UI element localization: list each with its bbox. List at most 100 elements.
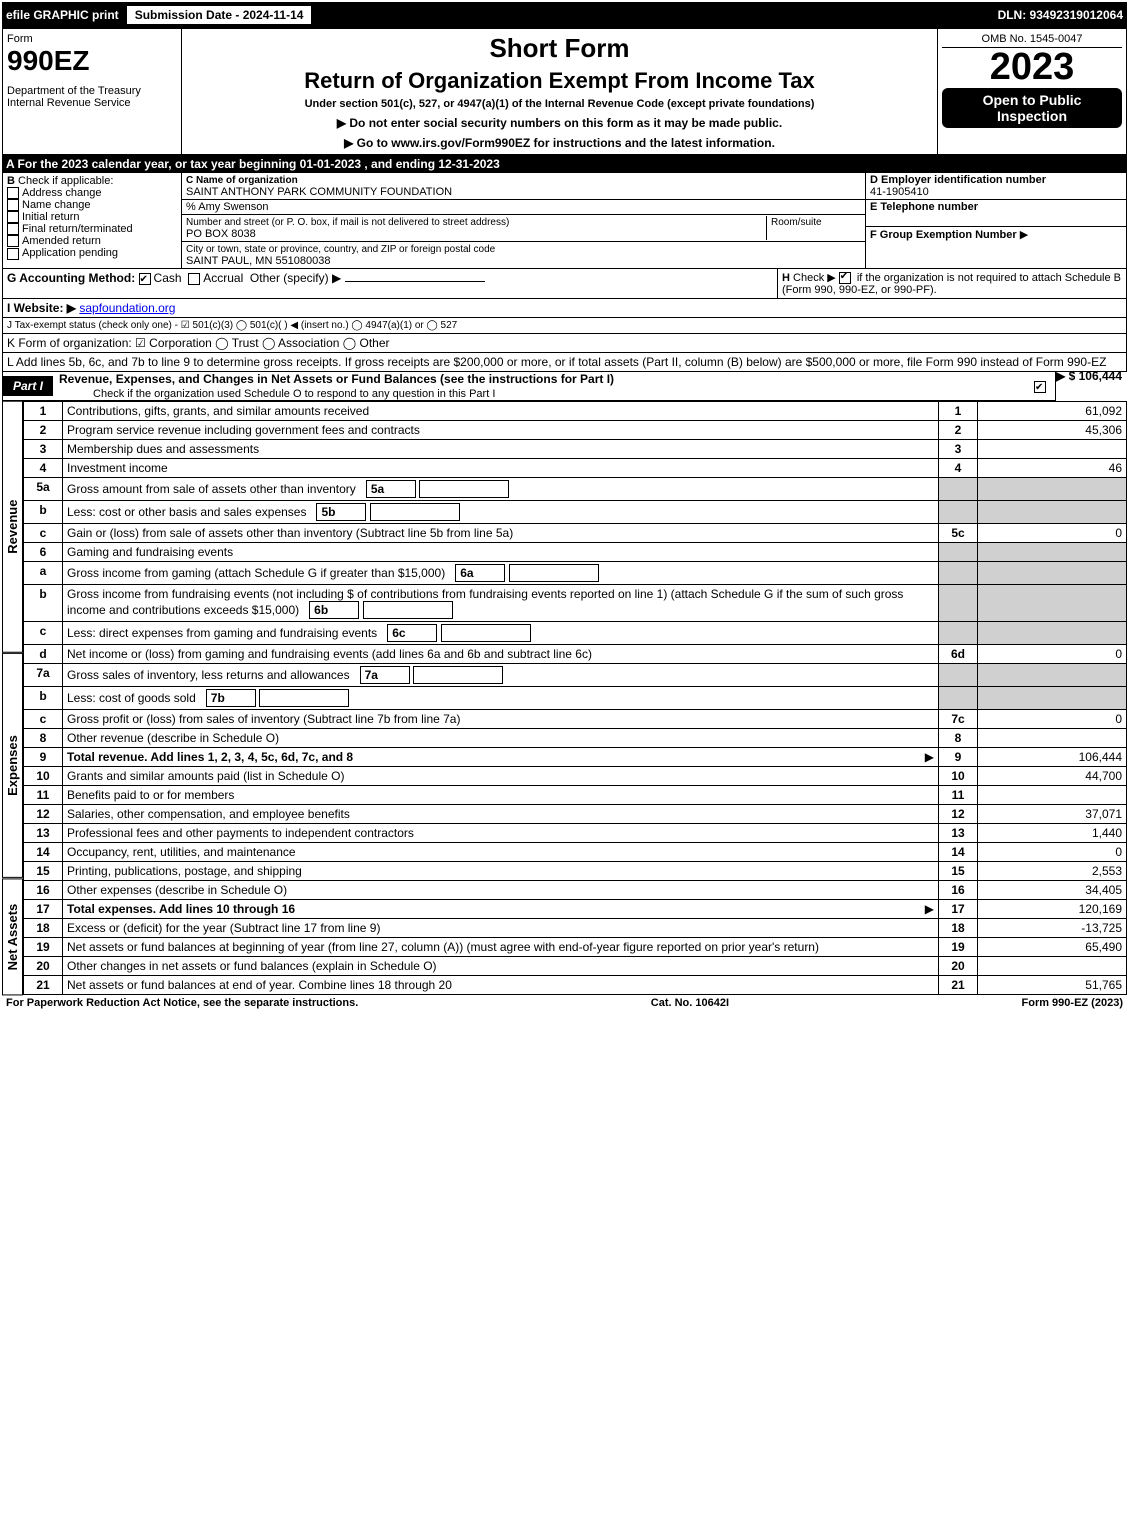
row-13: 13Professional fees and other payments t… (24, 824, 1127, 843)
cb-initial-return[interactable] (7, 211, 19, 223)
cb-final-return[interactable] (7, 223, 19, 235)
row-1: 1Contributions, gifts, grants, and simil… (24, 402, 1127, 421)
row-12: 12Salaries, other compensation, and empl… (24, 805, 1127, 824)
i-label: I Website: ▶ (7, 301, 76, 315)
tax-year: 2023 (942, 48, 1122, 86)
form-number: 990EZ (7, 45, 177, 77)
row-6a: aGross income from gaming (attach Schedu… (24, 562, 1127, 585)
section-d: D Employer identification number 41-1905… (866, 173, 1126, 268)
b-label: B (7, 175, 15, 187)
city-label: City or town, state or province, country… (186, 244, 495, 255)
cb-app-pending[interactable] (7, 248, 19, 260)
row-4: 4Investment income446 (24, 459, 1127, 478)
efile-label: efile GRAPHIC print (6, 8, 119, 22)
row-19: 19Net assets or fund balances at beginni… (24, 938, 1127, 957)
k-row: K Form of organization: ☑ Corporation ◯ … (2, 334, 1127, 353)
d-label: D Employer identification number (870, 174, 1046, 186)
row-11: 11Benefits paid to or for members11 (24, 786, 1127, 805)
cb-schedule-o[interactable] (1034, 381, 1046, 393)
part1-title: Revenue, Expenses, and Changes in Net As… (53, 372, 614, 386)
care-of: % Amy Swenson (186, 201, 269, 213)
group-netassets: Net Assets (2, 878, 23, 995)
l-text: L Add lines 5b, 6c, and 7b to line 9 to … (7, 355, 1106, 369)
row-6: 6Gaming and fundraising events (24, 543, 1127, 562)
dln-label: DLN: 93492319012064 (998, 8, 1123, 22)
dept-treasury: Department of the Treasury (7, 85, 177, 97)
row-2: 2Program service revenue including gover… (24, 421, 1127, 440)
row-6b: bGross income from fundraising events (n… (24, 585, 1127, 622)
return-title: Return of Organization Exempt From Incom… (186, 68, 933, 94)
l-row: L Add lines 5b, 6c, and 7b to line 9 to … (2, 353, 1127, 372)
lbl-name-change: Name change (22, 199, 91, 211)
h-label: H (782, 272, 790, 284)
goto-line[interactable]: ▶ Go to www.irs.gov/Form990EZ for instru… (186, 136, 933, 150)
b-check-if: Check if applicable: (18, 175, 113, 187)
lbl-app-pending: Application pending (22, 247, 118, 259)
group-expenses: Expenses (2, 653, 23, 878)
footer-mid: Cat. No. 10642I (651, 997, 729, 1009)
row-3: 3Membership dues and assessments3 (24, 440, 1127, 459)
lbl-other-method: Other (specify) ▶ (250, 271, 341, 285)
section-c: C Name of organization SAINT ANTHONY PAR… (182, 173, 866, 268)
row-10: 10Grants and similar amounts paid (list … (24, 767, 1127, 786)
lines-table: 1Contributions, gifts, grants, and simil… (23, 401, 1127, 995)
row-5a: 5aGross amount from sale of assets other… (24, 478, 1127, 501)
lbl-cash: Cash (154, 271, 182, 285)
lbl-final-return: Final return/terminated (22, 223, 133, 235)
e-label: E Telephone number (870, 201, 978, 213)
lbl-amended-return: Amended return (22, 235, 101, 247)
row-7a: 7aGross sales of inventory, less returns… (24, 664, 1127, 687)
section-b: B Check if applicable: Address change Na… (3, 173, 182, 268)
street-label: Number and street (or P. O. box, if mail… (186, 217, 509, 228)
group-revenue: Revenue (2, 401, 23, 653)
room-label: Room/suite (771, 217, 822, 228)
form-word: Form (7, 33, 177, 45)
street-value: PO BOX 8038 (186, 228, 256, 240)
row-7b: bLess: cost of goods sold 7b (24, 687, 1127, 710)
row-18: 18Excess or (deficit) for the year (Subt… (24, 919, 1127, 938)
entity-block: B Check if applicable: Address change Na… (2, 173, 1127, 269)
row-6c: cLess: direct expenses from gaming and f… (24, 622, 1127, 645)
top-bar: efile GRAPHIC print Submission Date - 20… (2, 2, 1127, 28)
part1-header: Part I Revenue, Expenses, and Changes in… (2, 372, 1056, 401)
cb-address-change[interactable] (7, 187, 19, 199)
row-15: 15Printing, publications, postage, and s… (24, 862, 1127, 881)
cb-cash[interactable] (139, 273, 151, 285)
row-17: 17Total expenses. Add lines 10 through 1… (24, 900, 1127, 919)
row-21: 21Net assets or fund balances at end of … (24, 976, 1127, 995)
g-h-row: G Accounting Method: Cash Accrual Other … (2, 269, 1127, 299)
org-name: SAINT ANTHONY PARK COMMUNITY FOUNDATION (186, 186, 452, 198)
irs-label: Internal Revenue Service (7, 97, 177, 109)
row-6d: dNet income or (loss) from gaming and fu… (24, 645, 1127, 664)
row-20: 20Other changes in net assets or fund ba… (24, 957, 1127, 976)
under-section: Under section 501(c), 527, or 4947(a)(1)… (186, 98, 933, 110)
row-9: 9Total revenue. Add lines 1, 2, 3, 4, 5c… (24, 748, 1127, 767)
row-5c: cGain or (loss) from sale of assets othe… (24, 524, 1127, 543)
cb-accrual[interactable] (188, 273, 200, 285)
cb-amended-return[interactable] (7, 235, 19, 247)
row-7c: cGross profit or (loss) from sales of in… (24, 710, 1127, 729)
i-row: I Website: ▶ sapfoundation.org (2, 299, 1127, 318)
cb-schedule-b[interactable] (839, 272, 851, 284)
page-footer: For Paperwork Reduction Act Notice, see … (2, 995, 1127, 1011)
line-a: A For the 2023 calendar year, or tax yea… (2, 155, 1127, 173)
f-arrow: ▶ (1020, 229, 1028, 241)
no-ssn-line: ▶ Do not enter social security numbers o… (186, 116, 933, 130)
website-link[interactable]: sapfoundation.org (79, 301, 175, 315)
goto-text: ▶ Go to www.irs.gov/Form990EZ for instru… (344, 136, 775, 150)
h-check-text: Check ▶ (793, 272, 836, 284)
l-amount: ▶ $ 106,444 (1056, 369, 1122, 383)
part1-check-line: Check if the organization used Schedule … (53, 388, 495, 400)
footer-left: For Paperwork Reduction Act Notice, see … (6, 997, 358, 1009)
part1-label: Part I (3, 376, 53, 396)
cb-name-change[interactable] (7, 199, 19, 211)
j-row: J Tax-exempt status (check only one) - ☑… (2, 318, 1127, 334)
row-16: 16Other expenses (describe in Schedule O… (24, 881, 1127, 900)
lbl-initial-return: Initial return (22, 211, 79, 223)
row-14: 14Occupancy, rent, utilities, and mainte… (24, 843, 1127, 862)
part1-body: Revenue Expenses Net Assets 1Contributio… (2, 401, 1127, 995)
form-header: Form 990EZ Department of the Treasury In… (2, 28, 1127, 155)
lbl-accrual: Accrual (203, 271, 243, 285)
row-5b: bLess: cost or other basis and sales exp… (24, 501, 1127, 524)
footer-right: Form 990-EZ (2023) (1022, 997, 1123, 1009)
